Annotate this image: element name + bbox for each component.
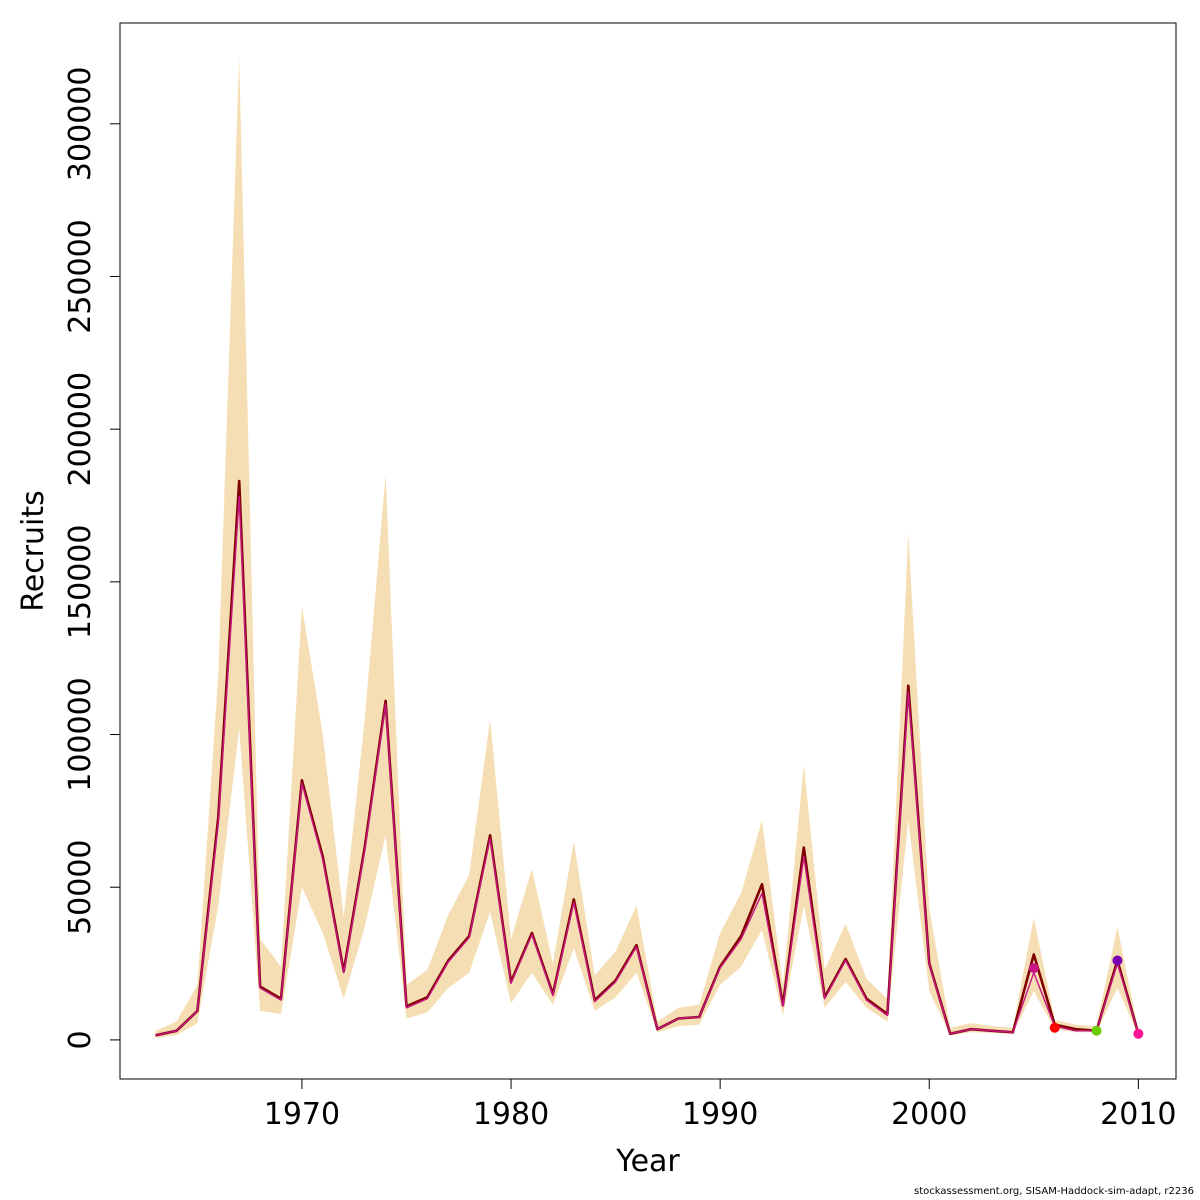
confidence-band-layer (155, 56, 1139, 1038)
caption-text: stockassessment.org, SISAM-Haddock-sim-a… (914, 1186, 1194, 1197)
series-lines-layer (155, 479, 1140, 1037)
y-tick-label: 200000 (63, 372, 98, 487)
plot-frame (119, 22, 1177, 1080)
x-tick-label: 2010 (1100, 1097, 1176, 1132)
marker-point-4 (1112, 955, 1123, 966)
x-tick-label: 1970 (264, 1097, 340, 1132)
y-tick-label: 0 (63, 1030, 98, 1049)
y-tick-label: 150000 (63, 525, 98, 640)
x-tick-label: 2000 (891, 1097, 967, 1132)
y-tick-label: 100000 (63, 677, 98, 792)
markers-layer (1028, 955, 1144, 1039)
x-tick-label: 1990 (682, 1097, 758, 1132)
marker-point-3 (1091, 1025, 1102, 1036)
y-tick-label: 300000 (63, 67, 98, 182)
x-axis-title: Year (615, 1144, 680, 1179)
x-axis: 1970 1980 1990 2000 2010 (264, 1079, 1177, 1132)
marker-point-1 (1028, 963, 1039, 974)
y-axis: 0 50000 100000 150000 200000 250000 300000 (63, 67, 120, 1049)
confidence-band (155, 56, 1139, 1038)
marker-point-5 (1133, 1028, 1144, 1039)
x-tick-label: 1980 (473, 1097, 549, 1132)
y-axis-title: Recruits (16, 490, 51, 612)
series-line-2 (155, 495, 1140, 1036)
y-tick-label: 50000 (63, 839, 98, 934)
marker-point-2 (1049, 1022, 1060, 1033)
y-tick-label: 250000 (63, 219, 98, 334)
